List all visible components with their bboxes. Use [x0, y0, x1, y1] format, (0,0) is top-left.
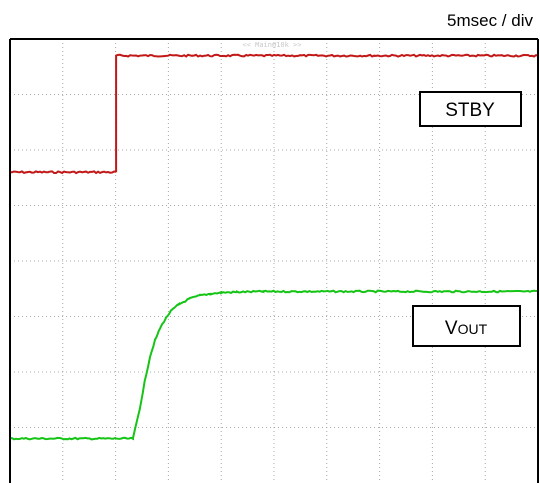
plot-frame	[9, 38, 539, 483]
series-line-stby	[9, 53, 539, 175]
legend-label-vout-main: V	[445, 318, 458, 339]
grid	[10, 39, 538, 483]
series-line-vout	[9, 289, 539, 441]
timebase-label: 5msec / div	[447, 11, 533, 30]
svg-text:VOUT: VOUT	[445, 318, 488, 339]
legend-box-vout: VOUT	[412, 305, 521, 347]
plot-area: << Main@10k >>	[9, 38, 539, 483]
legend-label-vout-sub: OUT	[458, 321, 488, 337]
legend-box-stby: STBY	[419, 91, 522, 127]
legend-label-stby: STBY	[445, 100, 495, 121]
trace-header-text: << Main@10k >>	[242, 41, 301, 49]
